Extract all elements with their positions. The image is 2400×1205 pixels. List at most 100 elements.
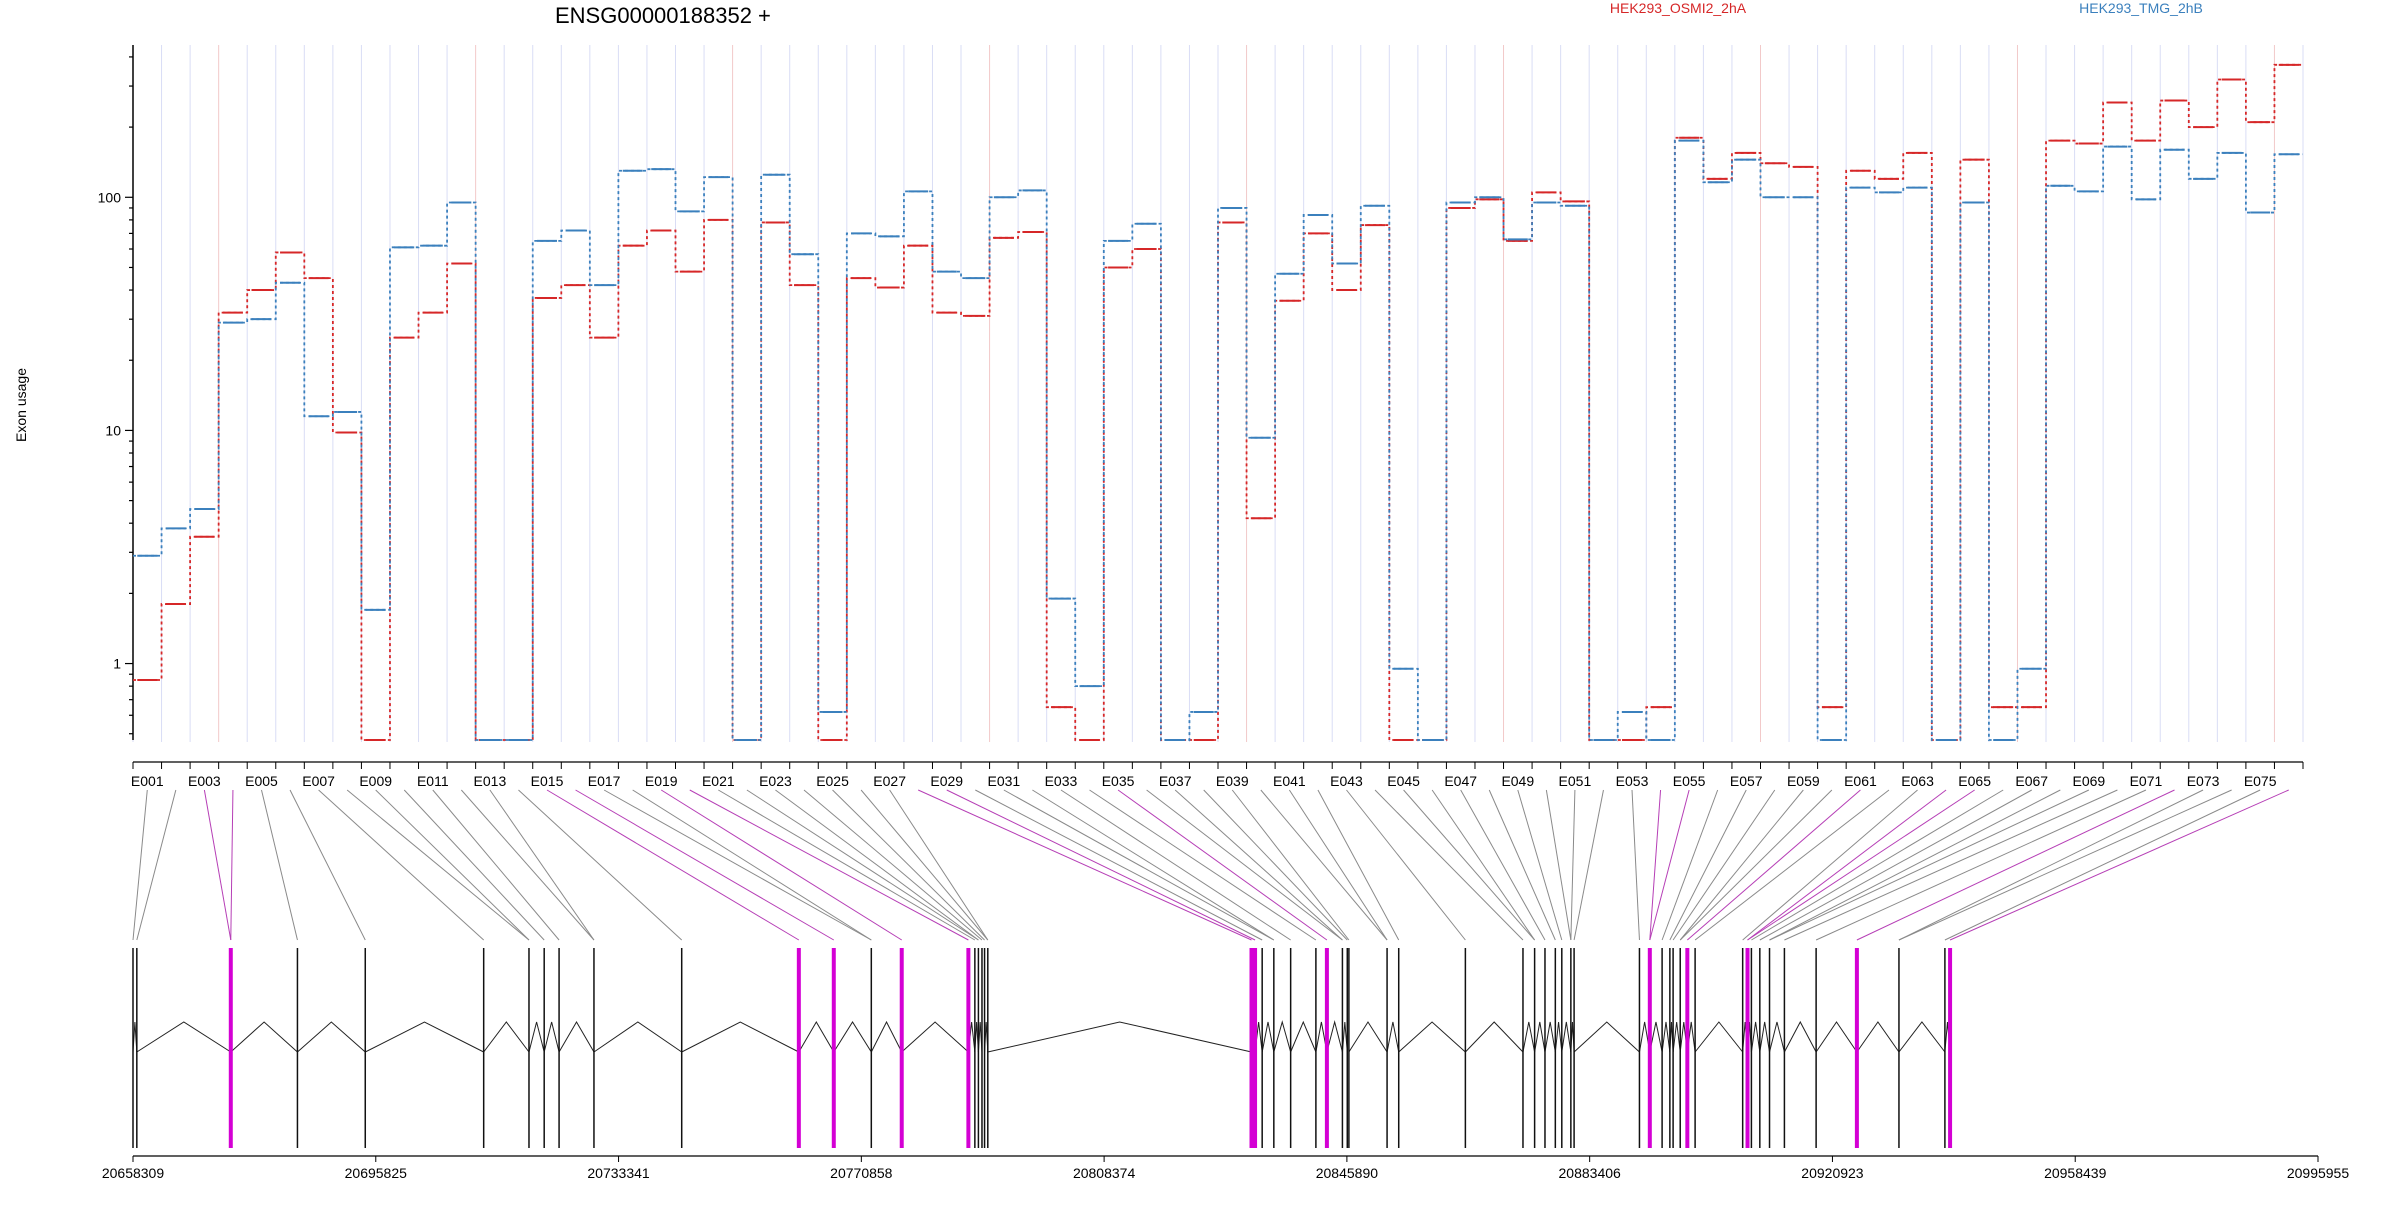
exon-connector — [1517, 789, 1563, 941]
x-tick-label: E025 — [816, 773, 849, 789]
exon-bar-highlight — [1253, 948, 1258, 1148]
exon-connector — [1649, 789, 1690, 941]
x-tick-label: E031 — [988, 773, 1021, 789]
exon-connector — [1679, 789, 1833, 941]
x-tick-label: E039 — [1216, 773, 1249, 789]
exon-connector — [375, 789, 530, 941]
intron-connector — [1573, 1021, 1640, 1053]
y-tick-label: 1 — [113, 656, 121, 672]
intron-connector — [1815, 1021, 1858, 1053]
exon-connector — [489, 789, 595, 941]
intron-connector — [1544, 1021, 1556, 1053]
x-tick-label: E073 — [2187, 773, 2220, 789]
x-tick-label: E013 — [474, 773, 507, 789]
exon-connector — [1545, 789, 1572, 941]
exon-connector — [803, 789, 983, 941]
intron-connector — [1750, 1021, 1761, 1053]
x-tick-label: E051 — [1559, 773, 1592, 789]
exon-connector — [1856, 789, 2175, 941]
exon-connector — [1117, 789, 1328, 941]
exon-connector — [1898, 789, 2232, 941]
exon-connector — [546, 789, 800, 941]
x-tick-label: E019 — [645, 773, 678, 789]
x-tick-label: E005 — [245, 773, 278, 789]
x-tick-label: E001 — [131, 773, 164, 789]
x-tick-label: E069 — [2073, 773, 2106, 789]
exon-bar-highlight — [899, 948, 904, 1148]
genomic-tick-label: 20658309 — [102, 1165, 165, 1181]
exon-connector — [1003, 789, 1275, 941]
intron-connector — [297, 1021, 366, 1053]
intron-connector — [1649, 1021, 1663, 1053]
exon-connector — [261, 789, 298, 941]
x-tick-label: E037 — [1159, 773, 1192, 789]
intron-connector — [1769, 1021, 1785, 1053]
intron-connector — [1694, 1021, 1744, 1053]
exon-connector — [746, 789, 979, 941]
exon-connector — [1815, 789, 2147, 941]
intron-connector — [987, 1021, 1252, 1053]
intron-connector — [1348, 1021, 1388, 1053]
y-tick-label: 10 — [105, 422, 121, 438]
exon-connector — [1089, 789, 1317, 941]
exon-connector — [403, 789, 545, 941]
exon-bar-highlight — [796, 948, 801, 1148]
exon-connector — [1203, 789, 1348, 941]
exon-connector — [1769, 789, 2061, 941]
exon-connector — [632, 789, 872, 941]
x-tick-label: E043 — [1330, 773, 1363, 789]
exon-connector — [1687, 789, 1861, 941]
chart-title: ENSG00000188352 + — [555, 3, 771, 28]
intron-connector — [543, 1021, 560, 1053]
exon-connector — [1649, 789, 1662, 941]
intron-connector — [558, 1021, 595, 1053]
x-tick-label: E027 — [873, 773, 906, 789]
exon-connector — [1631, 789, 1640, 941]
exon-connector — [1949, 789, 2289, 941]
exon-connector — [660, 789, 902, 941]
exon-connector — [975, 789, 1263, 941]
exon-connector — [1679, 789, 1804, 941]
x-tick-label: E029 — [930, 773, 963, 789]
intron-connector — [681, 1021, 800, 1053]
exon-connector — [518, 789, 683, 941]
genomic-tick-label: 20733341 — [587, 1165, 650, 1181]
exon-bar-highlight — [966, 948, 971, 1148]
x-tick-label: E009 — [359, 773, 392, 789]
intron-connector — [833, 1021, 872, 1053]
exon-connector — [1231, 789, 1350, 941]
exon-connector — [1742, 789, 1918, 941]
exon-connector — [1317, 789, 1400, 941]
intron-connector — [1273, 1020, 1292, 1053]
x-tick-label: E015 — [531, 773, 564, 789]
exon-connector — [575, 789, 835, 941]
exon-connector — [1669, 789, 1747, 941]
exon-bar-highlight — [1948, 948, 1953, 1148]
exon-connector — [1694, 789, 1890, 941]
intron-connector — [1898, 1021, 1946, 1053]
genomic-axis: 20658309 20695825 20733341 20770858 20808374… — [102, 1155, 2350, 1181]
exon-connector — [346, 789, 530, 941]
exon-connector — [1460, 789, 1546, 941]
intron-connector — [483, 1021, 530, 1053]
x-tick-label: E021 — [702, 773, 735, 789]
genomic-tick-label: 20995955 — [2287, 1165, 2350, 1181]
genomic-tick-label: 20958439 — [2044, 1165, 2107, 1181]
x-tick-label: E047 — [1444, 773, 1477, 789]
exon-connector-layer — [132, 789, 2289, 941]
intron-connector — [528, 1021, 545, 1053]
x-tick-label: E055 — [1673, 773, 1706, 789]
exon-connector — [1260, 789, 1388, 941]
intron-connector — [1759, 1021, 1771, 1053]
genomic-tick-label: 20920923 — [1801, 1165, 1864, 1181]
exon-connector — [1661, 789, 1719, 941]
x-tick-label: E017 — [588, 773, 621, 789]
legend-entry-tmg: HEK293_TMG_2hB — [2079, 0, 2203, 16]
exon-connector — [1759, 789, 2032, 941]
intron-connector — [1398, 1021, 1466, 1053]
x-tick-label: E075 — [2244, 773, 2277, 789]
exon-connector — [1769, 789, 2090, 941]
intron-connector — [1561, 1021, 1572, 1053]
